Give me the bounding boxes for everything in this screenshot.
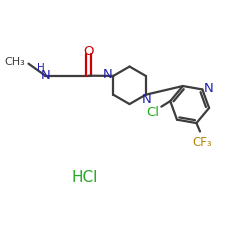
Text: Cl: Cl bbox=[146, 106, 159, 119]
Text: HCl: HCl bbox=[72, 170, 98, 186]
Text: H: H bbox=[37, 63, 45, 73]
Text: CF₃: CF₃ bbox=[192, 136, 212, 149]
Text: N: N bbox=[142, 94, 152, 106]
Text: N: N bbox=[204, 82, 214, 95]
Text: N: N bbox=[40, 69, 50, 82]
Text: CH₃: CH₃ bbox=[4, 57, 25, 67]
Text: O: O bbox=[84, 45, 94, 58]
Text: N: N bbox=[103, 68, 113, 81]
